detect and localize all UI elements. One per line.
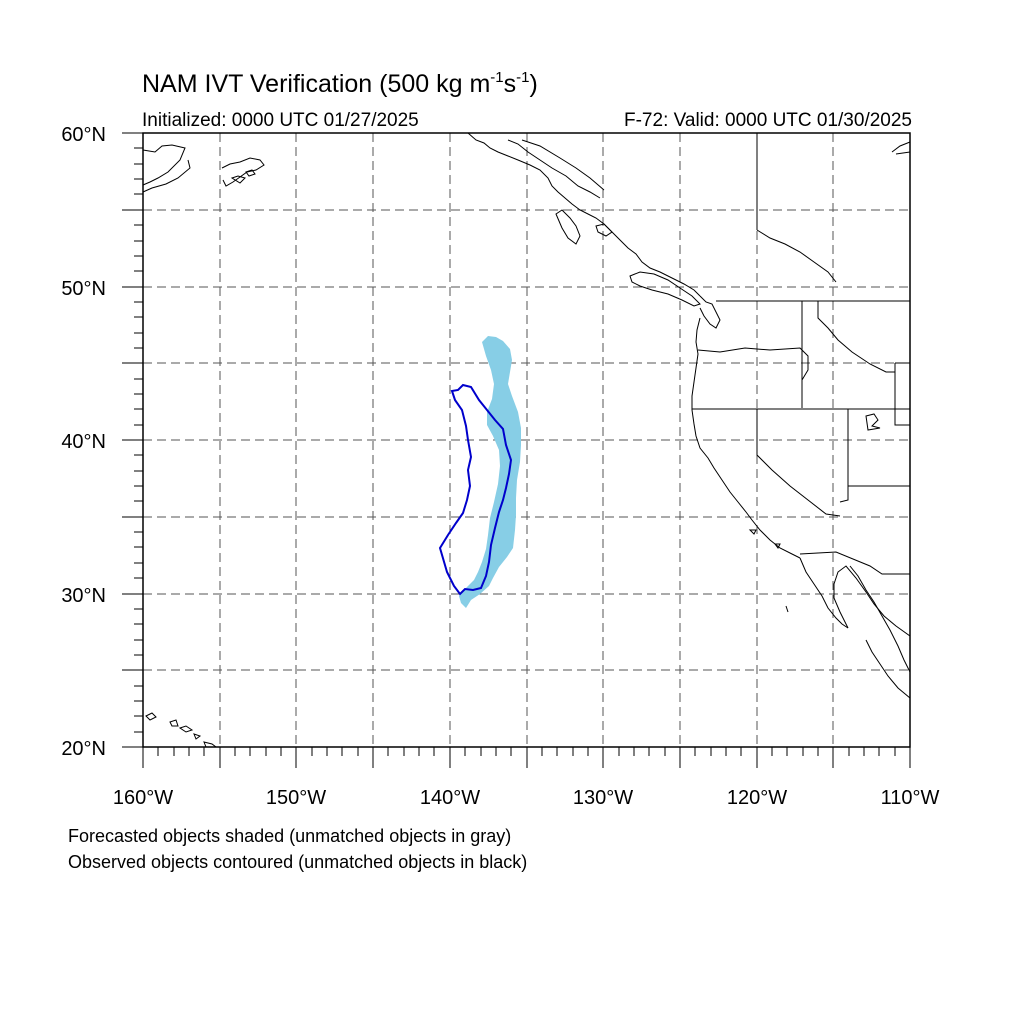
- lat-label-40: 40°N: [61, 431, 106, 453]
- lon-label-160w: 160°W: [113, 787, 173, 809]
- lat-label-50: 50°N: [61, 278, 106, 300]
- lat-label-20: 20°N: [61, 738, 106, 760]
- forecast-legend-note: Forecasted objects shaded (unmatched obj…: [68, 826, 512, 846]
- lon-label-150w: 150°W: [266, 787, 326, 809]
- lon-label-120w: 120°W: [727, 787, 787, 809]
- observed-ivt-contour: [438, 383, 513, 596]
- lat-ticks: [122, 132, 143, 748]
- lon-label-130w: 130°W: [573, 787, 633, 809]
- lat-label-60: 60°N: [61, 124, 106, 146]
- coastlines-and-borders: [142, 132, 911, 748]
- lon-labels: 160°W 150°W 140°W 130°W 120°W 110°W: [113, 787, 940, 809]
- valid-time-label: F-72: Valid: 0000 UTC 01/30/2025: [624, 110, 912, 131]
- graticule: [143, 133, 910, 747]
- lon-label-110w: 110°W: [881, 787, 940, 809]
- lon-ticks: [142, 747, 911, 768]
- initialized-label: Initialized: 0000 UTC 01/27/2025: [142, 110, 419, 131]
- observed-legend-note: Observed objects contoured (unmatched ob…: [68, 852, 528, 872]
- lon-label-140w: 140°W: [420, 787, 480, 809]
- lat-labels: 60°N 50°N 40°N 30°N 20°N: [61, 124, 106, 760]
- chart-title: NAM IVT Verification (500 kg m-1s-1): [142, 69, 538, 98]
- forecast-ivt-object: [459, 336, 521, 608]
- lat-label-30: 30°N: [61, 585, 106, 607]
